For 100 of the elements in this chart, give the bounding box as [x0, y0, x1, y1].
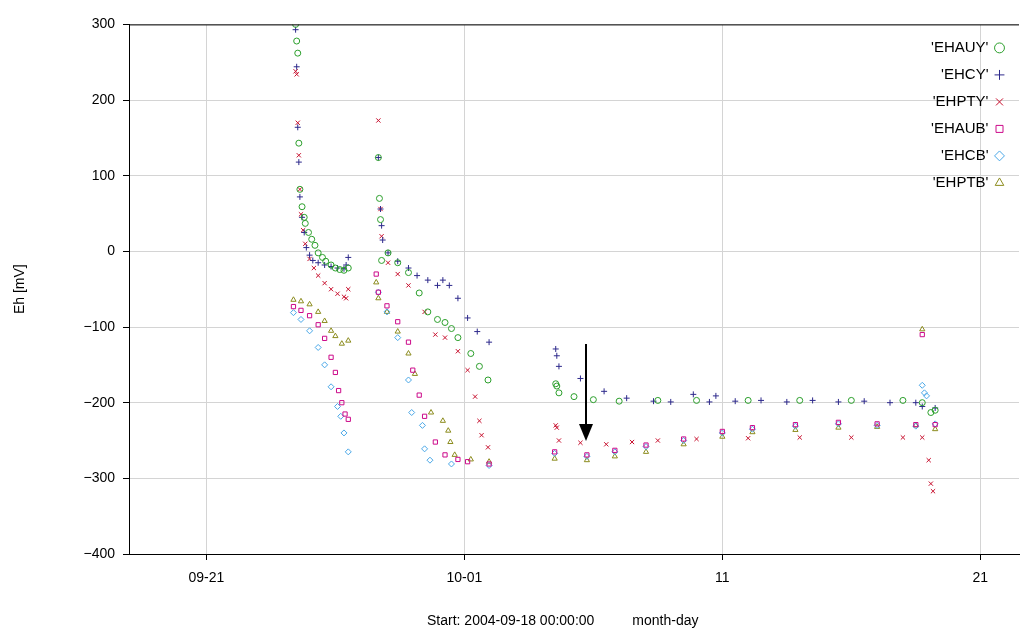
- point: [454, 334, 462, 342]
- point: [555, 389, 563, 397]
- legend-label: 'EHCB': [941, 146, 989, 164]
- point: [611, 452, 618, 459]
- point: [332, 369, 338, 376]
- point: [306, 300, 313, 307]
- point: [296, 152, 302, 158]
- point: [577, 440, 584, 446]
- point: [335, 387, 342, 394]
- point: [334, 291, 341, 297]
- point: [295, 139, 303, 147]
- point: [464, 367, 471, 373]
- point: [305, 228, 313, 236]
- point: [600, 387, 608, 395]
- point: [413, 272, 421, 280]
- point: [473, 328, 481, 336]
- point: [475, 362, 483, 370]
- point: [744, 396, 752, 404]
- point: [623, 394, 631, 402]
- point: [421, 413, 428, 419]
- point: [306, 256, 313, 262]
- point: [919, 434, 925, 441]
- point: [930, 488, 936, 494]
- point: [451, 451, 458, 457]
- point: [373, 271, 379, 277]
- point: [427, 409, 435, 415]
- point: [298, 203, 306, 211]
- point: [552, 345, 560, 353]
- point: [705, 398, 713, 406]
- point: [314, 249, 322, 257]
- point: [455, 348, 461, 354]
- x-tick-label: 10-01: [446, 569, 483, 586]
- point: [454, 294, 462, 302]
- point: [318, 253, 326, 261]
- point: [442, 452, 448, 458]
- point: [447, 325, 455, 333]
- y-tick-label: 100: [91, 166, 116, 183]
- point: [405, 339, 412, 345]
- point: [809, 396, 817, 404]
- point: [377, 216, 385, 224]
- point: [642, 448, 650, 454]
- point: [385, 260, 391, 266]
- point: [405, 282, 412, 289]
- point: [667, 398, 675, 406]
- point: [912, 399, 920, 407]
- point: [745, 435, 751, 441]
- point: [405, 350, 412, 356]
- y-tick-label: 300: [91, 15, 116, 32]
- point: [345, 337, 352, 343]
- point: [467, 455, 474, 462]
- point: [455, 456, 461, 463]
- point: [433, 281, 441, 289]
- point: [655, 437, 661, 444]
- point: [302, 244, 310, 252]
- point: [294, 123, 302, 131]
- point: [290, 296, 297, 302]
- point: [589, 396, 597, 404]
- legend-label: 'EHPTB': [932, 173, 989, 191]
- point: [447, 438, 454, 445]
- point: [923, 392, 931, 400]
- y-tick-label: 0: [107, 242, 116, 259]
- point: [693, 396, 701, 404]
- point: [292, 68, 299, 74]
- point: [327, 327, 335, 333]
- point: [472, 394, 478, 400]
- point: [447, 460, 455, 468]
- point: [322, 280, 328, 286]
- point: [295, 158, 303, 166]
- point: [900, 434, 906, 441]
- point: [378, 222, 386, 230]
- x-tick-label: 11: [715, 569, 730, 586]
- point: [339, 400, 345, 406]
- point: [344, 253, 352, 261]
- point: [570, 393, 578, 401]
- point: [344, 448, 352, 456]
- point: [384, 303, 390, 309]
- point: [555, 362, 563, 370]
- point: [293, 37, 301, 45]
- point: [332, 332, 339, 339]
- point: [689, 390, 697, 398]
- y-tick-label: −400: [83, 544, 116, 561]
- point: [928, 481, 934, 487]
- point: [294, 71, 300, 77]
- point: [476, 418, 483, 424]
- point: [290, 303, 297, 310]
- point: [920, 389, 928, 397]
- point: [899, 396, 907, 404]
- point: [338, 340, 345, 346]
- point: [295, 120, 301, 126]
- point: [834, 398, 842, 406]
- point: [424, 308, 432, 316]
- point: [484, 376, 492, 384]
- x-tick-label: 21: [972, 569, 989, 586]
- point: [345, 286, 351, 292]
- point: [342, 411, 348, 417]
- legend-label: 'EHCY': [941, 65, 989, 83]
- point: [467, 350, 475, 358]
- point: [379, 236, 387, 244]
- point: [421, 445, 429, 453]
- legend-label: 'EHAUY': [931, 38, 989, 56]
